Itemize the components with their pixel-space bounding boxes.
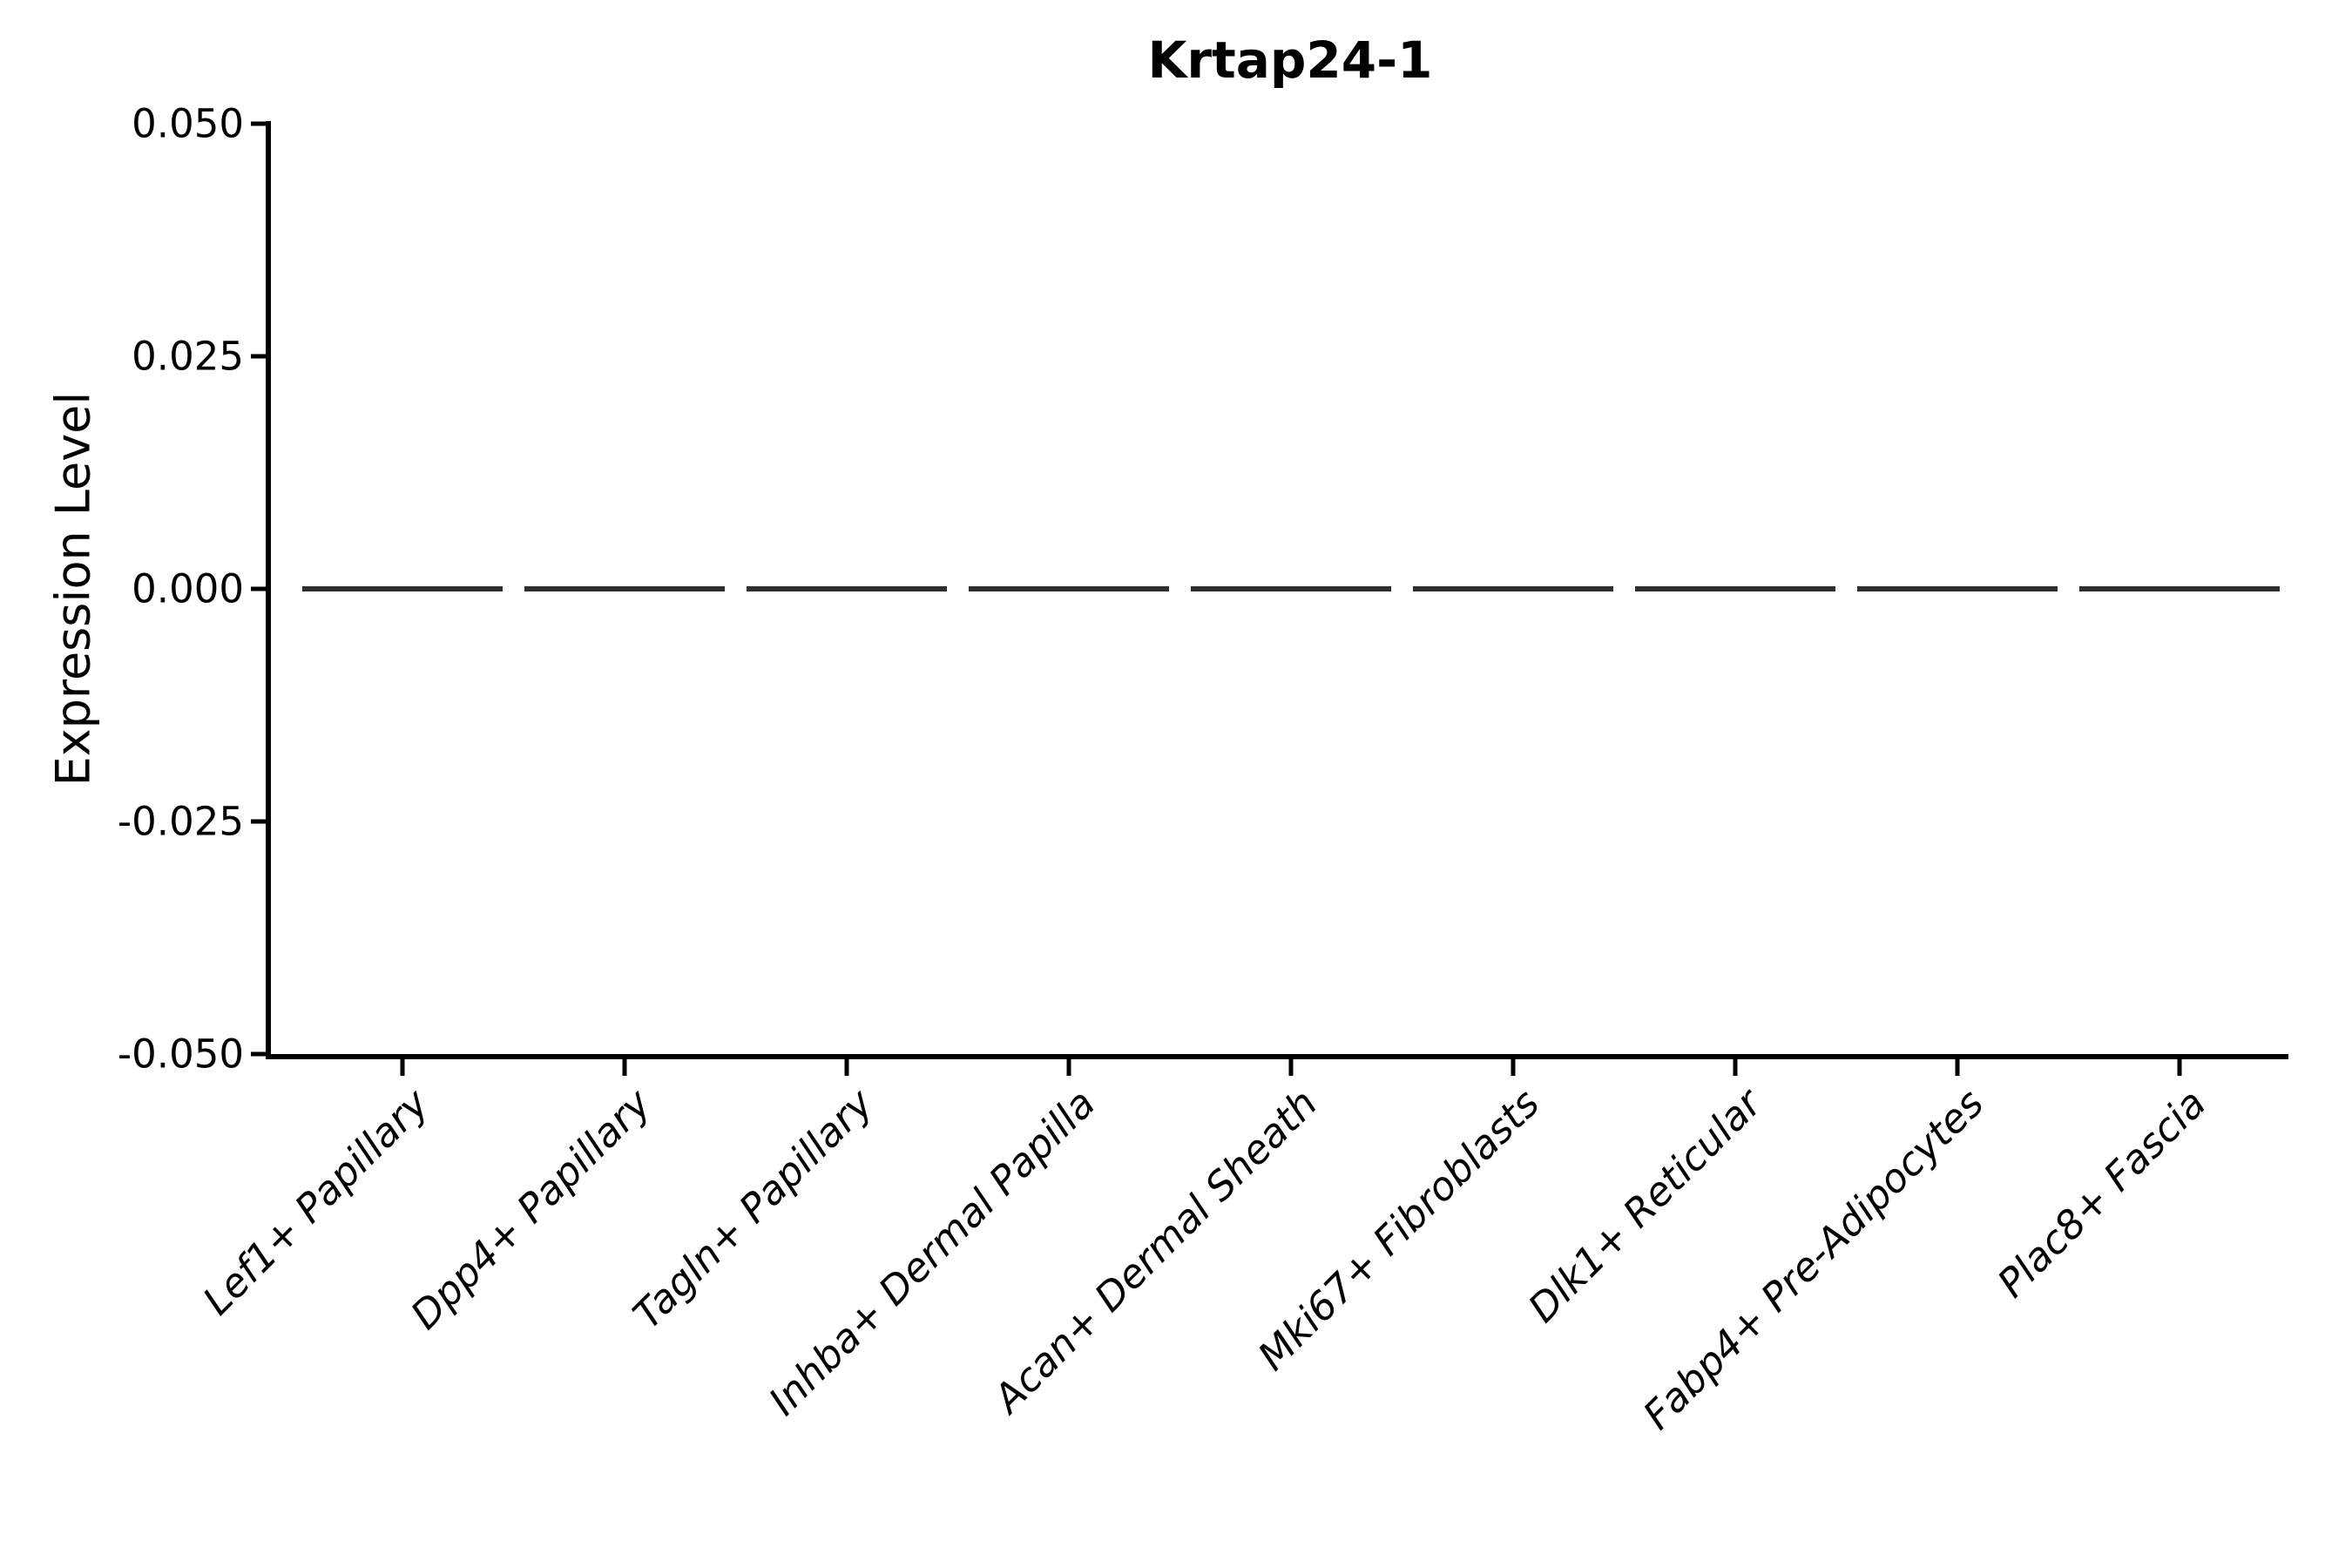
x-tick-mark [1955, 1058, 1960, 1076]
violin-collapsed-line [1412, 586, 1613, 591]
y-tick-mark [251, 586, 266, 591]
y-tick-mark [251, 354, 266, 359]
violin-collapsed-line [746, 586, 947, 591]
x-tick-mark [844, 1058, 849, 1076]
y-axis-spine [266, 121, 271, 1059]
x-tick-label: Plac8+ Fascia [1988, 1079, 2215, 1307]
x-tick-label: Lef1+ Papillary [193, 1079, 438, 1324]
y-tick-label: 0.050 [132, 100, 244, 147]
violin-collapsed-line [301, 586, 503, 591]
y-tick-label: 0.025 [132, 333, 244, 380]
violin-collapsed-line [2078, 586, 2280, 591]
y-tick-label: 0.000 [132, 565, 244, 612]
x-axis-spine [266, 1054, 2288, 1059]
y-tick-mark [251, 1051, 266, 1057]
violin-collapsed-line [1634, 586, 1835, 591]
x-tick-mark [1066, 1058, 1071, 1076]
y-tick-mark [251, 121, 266, 126]
violin-collapsed-line [1190, 586, 1391, 591]
violin-collapsed-line [524, 586, 725, 591]
x-tick-mark [2177, 1058, 2182, 1076]
y-tick-label: -0.025 [117, 798, 244, 845]
violin-collapsed-line [1856, 586, 2058, 591]
chart-title: Krtap24-1 [1147, 30, 1433, 90]
x-tick-mark [1733, 1058, 1738, 1076]
x-tick-label: Dlk1+ Reticular [1518, 1079, 1771, 1332]
y-tick-mark [251, 819, 266, 824]
x-tick-mark [400, 1058, 405, 1076]
violin-collapsed-line [968, 586, 1169, 591]
x-tick-mark [622, 1058, 627, 1076]
x-tick-label: Tagln+ Papillary [624, 1079, 882, 1338]
y-tick-label: -0.050 [117, 1031, 244, 1078]
x-tick-mark [1288, 1058, 1294, 1076]
y-axis-label: Expression Level [45, 391, 101, 787]
x-tick-label: Dpp4+ Papillary [401, 1079, 660, 1339]
x-tick-mark [1511, 1058, 1516, 1076]
